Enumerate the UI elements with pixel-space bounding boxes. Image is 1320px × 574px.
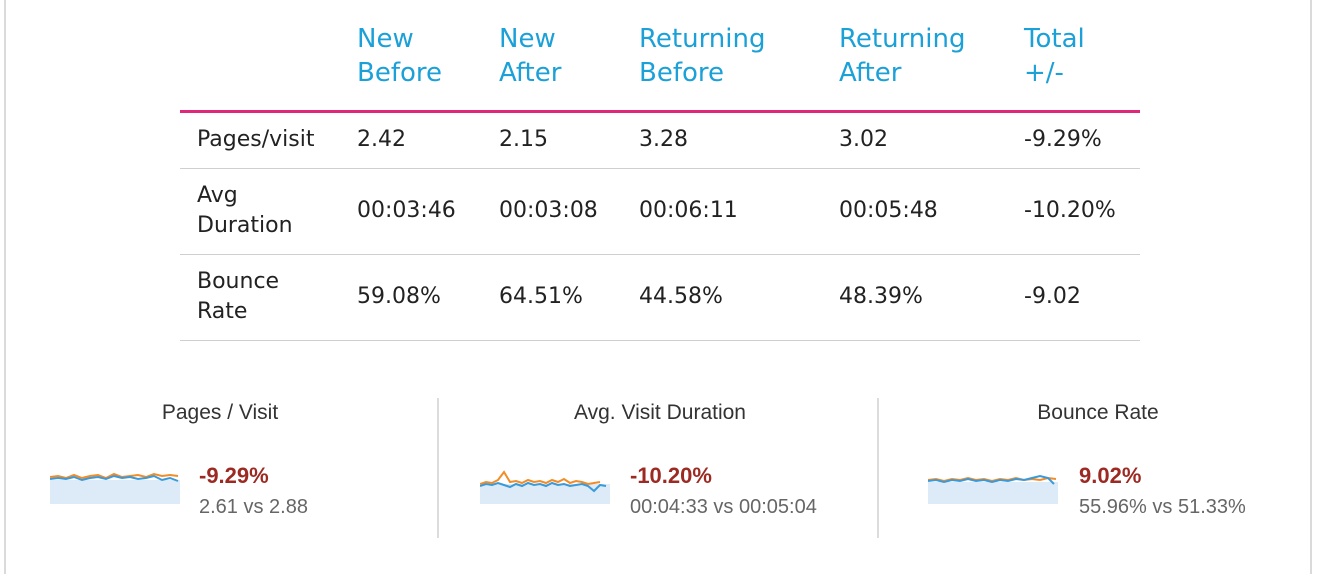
- kpi-change-pages-visit: -9.29%: [199, 463, 269, 488]
- row-label-bounce-rate: Bounce Rate: [197, 269, 280, 324]
- sparkline-avg-visit-duration: [480, 470, 610, 504]
- cell-duration-total: -10.20%: [1024, 198, 1116, 223]
- header-returning-before: Returning Before: [639, 24, 766, 88]
- kpi-change-bounce-rate: 9.02%: [1079, 463, 1142, 488]
- kpi-divider: [877, 398, 879, 538]
- kpi-title-avg-visit-duration: Avg. Visit Duration: [574, 401, 746, 424]
- kpi-title-bounce-rate: Bounce Rate: [1037, 401, 1159, 424]
- sparkline-pages-visit: [50, 472, 180, 504]
- row-label-avg-duration: Avg Duration: [197, 183, 293, 238]
- row-divider: [180, 340, 1140, 341]
- header-new-before: New Before: [357, 24, 443, 88]
- kpi-title-pages-visit: Pages / Visit: [161, 401, 279, 424]
- kpi-change-avg-visit-duration: -10.20%: [630, 463, 712, 488]
- right-border: [1310, 0, 1312, 574]
- cell-bounce-returning-after: 48.39%: [839, 284, 923, 309]
- row-divider: [180, 168, 1140, 169]
- cell-duration-returning-after: 00:05:48: [839, 198, 938, 223]
- cell-pages-total: -9.29%: [1024, 127, 1102, 152]
- cell-pages-new-after: 2.15: [499, 127, 548, 152]
- cell-duration-returning-before: 00:06:11: [639, 198, 738, 223]
- header-divider: [180, 110, 1140, 113]
- header-new-after: New After: [499, 24, 562, 88]
- row-divider: [180, 254, 1140, 255]
- kpi-compare-bounce-rate: 55.96% vs 51.33%: [1079, 496, 1246, 518]
- cell-pages-new-before: 2.42: [357, 127, 406, 152]
- cell-bounce-returning-before: 44.58%: [639, 284, 723, 309]
- kpi-compare-pages-visit: 2.61 vs 2.88: [199, 496, 308, 518]
- kpi-compare-avg-visit-duration: 00:04:33 vs 00:05:04: [630, 496, 817, 518]
- cell-bounce-new-after: 64.51%: [499, 284, 583, 309]
- row-label-pages-visit: Pages/visit: [197, 127, 315, 152]
- cell-bounce-total: -9.02: [1024, 284, 1081, 309]
- cell-duration-new-before: 00:03:46: [357, 198, 456, 223]
- cell-duration-new-after: 00:03:08: [499, 198, 598, 223]
- header-returning-after: Returning After: [839, 24, 966, 88]
- left-border: [4, 0, 6, 574]
- sparkline-bounce-rate: [928, 474, 1058, 504]
- kpi-divider: [437, 398, 439, 538]
- header-total-change: Total +/-: [1024, 24, 1085, 88]
- cell-bounce-new-before: 59.08%: [357, 284, 441, 309]
- cell-pages-returning-after: 3.02: [839, 127, 888, 152]
- cell-pages-returning-before: 3.28: [639, 127, 688, 152]
